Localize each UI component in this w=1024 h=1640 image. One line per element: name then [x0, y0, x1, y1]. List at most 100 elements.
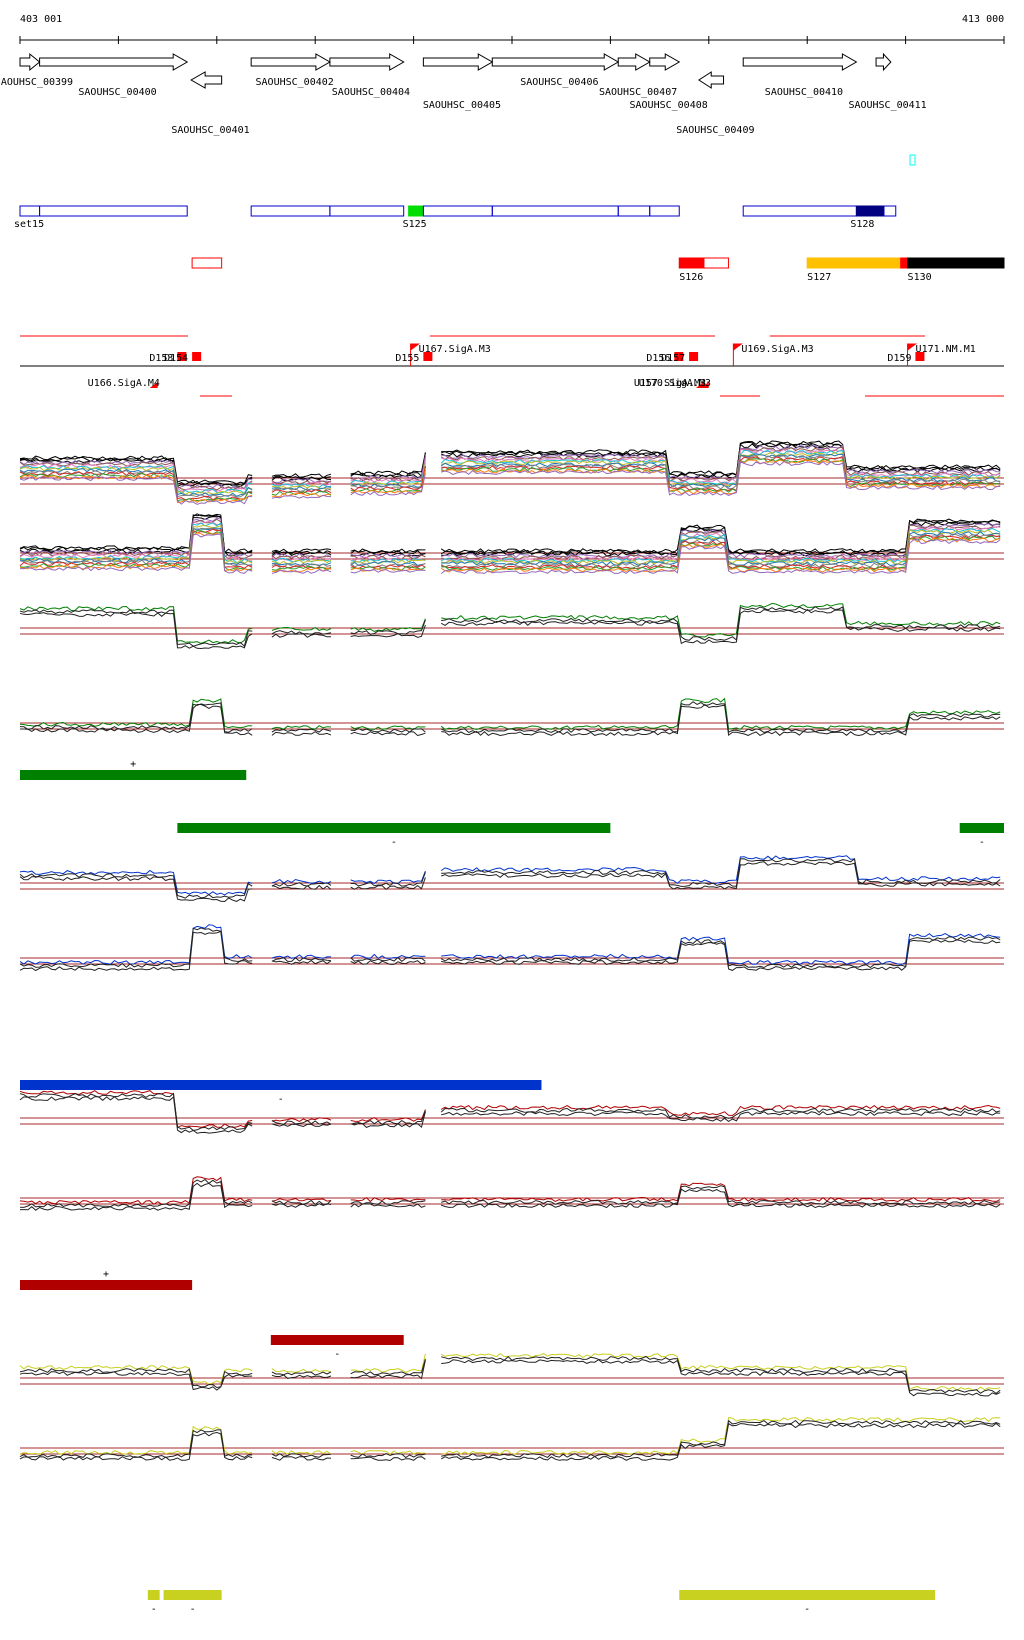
segment-box — [422, 205, 493, 217]
gene-arrow — [190, 71, 223, 89]
condition-bar — [679, 1590, 936, 1600]
expression-line — [19, 446, 1001, 491]
terminator-mark — [423, 352, 433, 361]
expression-line — [19, 927, 1001, 969]
marker-box — [909, 154, 916, 166]
segment-box — [907, 257, 1005, 269]
expression-line — [19, 451, 1001, 496]
promoter-label: U171.NM.M1 — [916, 344, 976, 355]
terminator-label: D159 — [887, 353, 911, 364]
segment-box — [39, 205, 188, 217]
segment-label: S130 — [908, 272, 932, 283]
segment-track: set15 S125 S128 S126 S127 S130 — [14, 154, 1005, 283]
expression-track — [19, 1176, 1004, 1211]
terminator-mark — [192, 352, 202, 361]
expression-line — [19, 461, 1001, 505]
promoter-label: U169.SigA.M3 — [741, 344, 813, 355]
reverse-promoter-flag — [149, 366, 158, 388]
expression-line — [20, 1182, 1001, 1211]
gene-label: SAOUHSC_00401 — [171, 125, 249, 136]
segment-box — [617, 205, 651, 217]
expression-line — [19, 602, 1001, 644]
expression-line — [19, 524, 1001, 565]
expression-line — [19, 1352, 1001, 1391]
expression-line — [19, 514, 1001, 556]
expression-track — [19, 602, 1004, 650]
expression-line — [19, 1090, 1001, 1129]
condition-bar — [959, 823, 1004, 833]
segment-box — [806, 257, 902, 269]
promoter-terminator-track: U167.SigA.M3 U169.SigA.M3 U171.NM.M1D153D1… — [20, 335, 1004, 397]
condition-sign: - — [151, 1604, 157, 1615]
condition-bar — [20, 1280, 193, 1290]
reverse-promoter-label: U157.SigA.M3 — [634, 378, 706, 389]
terminator-label: D157 — [661, 353, 685, 364]
condition-sign: + — [130, 759, 136, 770]
condition-sign: - — [334, 1349, 340, 1360]
terminator-mark — [689, 352, 699, 361]
expression-line — [19, 924, 1001, 965]
terminator-label: D153 — [149, 353, 173, 364]
promoter-flag — [732, 343, 743, 366]
expression-line — [19, 1092, 1001, 1131]
terminator-mark — [674, 352, 684, 361]
gene-arrow — [329, 53, 405, 71]
expression-line — [19, 1422, 1001, 1462]
expression-line — [19, 513, 1001, 554]
segment-box — [900, 257, 909, 269]
segment-box — [703, 257, 729, 269]
condition-bar — [270, 1335, 404, 1345]
segment-box — [649, 205, 680, 217]
expression-line — [19, 453, 1001, 497]
expression-line — [19, 444, 1001, 489]
segment-box — [742, 205, 857, 217]
terminator-mark — [915, 352, 925, 361]
condition-bars: + - - - + - - - - — [20, 759, 1004, 1615]
terminator-label: D154 — [164, 353, 188, 364]
expression-line — [19, 526, 1001, 568]
promoter-label: U167.SigA.M3 — [419, 344, 491, 355]
segment-box — [250, 205, 331, 217]
condition-sign: + — [103, 1269, 109, 1280]
reverse-promoter-label: U166.SigA.M4 — [88, 378, 160, 389]
segment-box — [883, 205, 897, 217]
gene-arrow — [39, 53, 189, 71]
segment-box — [491, 205, 619, 217]
expression-track — [19, 855, 1004, 903]
start-coordinate-label: 403 001 — [20, 14, 62, 25]
expression-track — [19, 924, 1004, 972]
expression-track — [19, 697, 1004, 737]
expression-line — [19, 1178, 1001, 1208]
expression-track — [19, 1352, 1004, 1397]
expression-line — [19, 1355, 1001, 1395]
expression-line — [19, 449, 1001, 495]
expression-track — [19, 1417, 1004, 1462]
gene-label: SAOUHSC_00399 — [0, 77, 73, 88]
gene-label: SAOUHSC_00405 — [423, 100, 501, 111]
expression-line — [19, 930, 1001, 972]
gene-arrow — [19, 52, 41, 72]
gene-track: SAOUHSC_00399 SAOUHSC_00400 SAOUHSC_00401 S… — [0, 52, 927, 136]
expression-line — [19, 855, 1001, 896]
expression-line — [19, 533, 1001, 575]
expression-line — [19, 457, 1001, 502]
gene-arrow — [698, 71, 725, 89]
expression-line — [19, 528, 1001, 570]
promoter-flag — [410, 343, 421, 366]
gene-arrow — [875, 52, 892, 72]
expression-line — [19, 459, 1001, 504]
expression-line — [19, 518, 1001, 560]
condition-sign: - — [804, 1604, 810, 1615]
expression-line — [19, 443, 1001, 487]
end-coordinate-label: 413 000 — [962, 14, 1004, 25]
gene-arrow — [491, 53, 620, 71]
expression-track — [19, 513, 1004, 575]
promoter-flag — [907, 343, 918, 366]
condition-bar — [20, 1080, 542, 1090]
expression-tracks — [19, 440, 1004, 1462]
gene-arrow — [422, 53, 494, 71]
expression-track — [19, 440, 1004, 505]
expression-line — [19, 1096, 1001, 1134]
gene-label: SAOUHSC_00410 — [765, 87, 843, 98]
